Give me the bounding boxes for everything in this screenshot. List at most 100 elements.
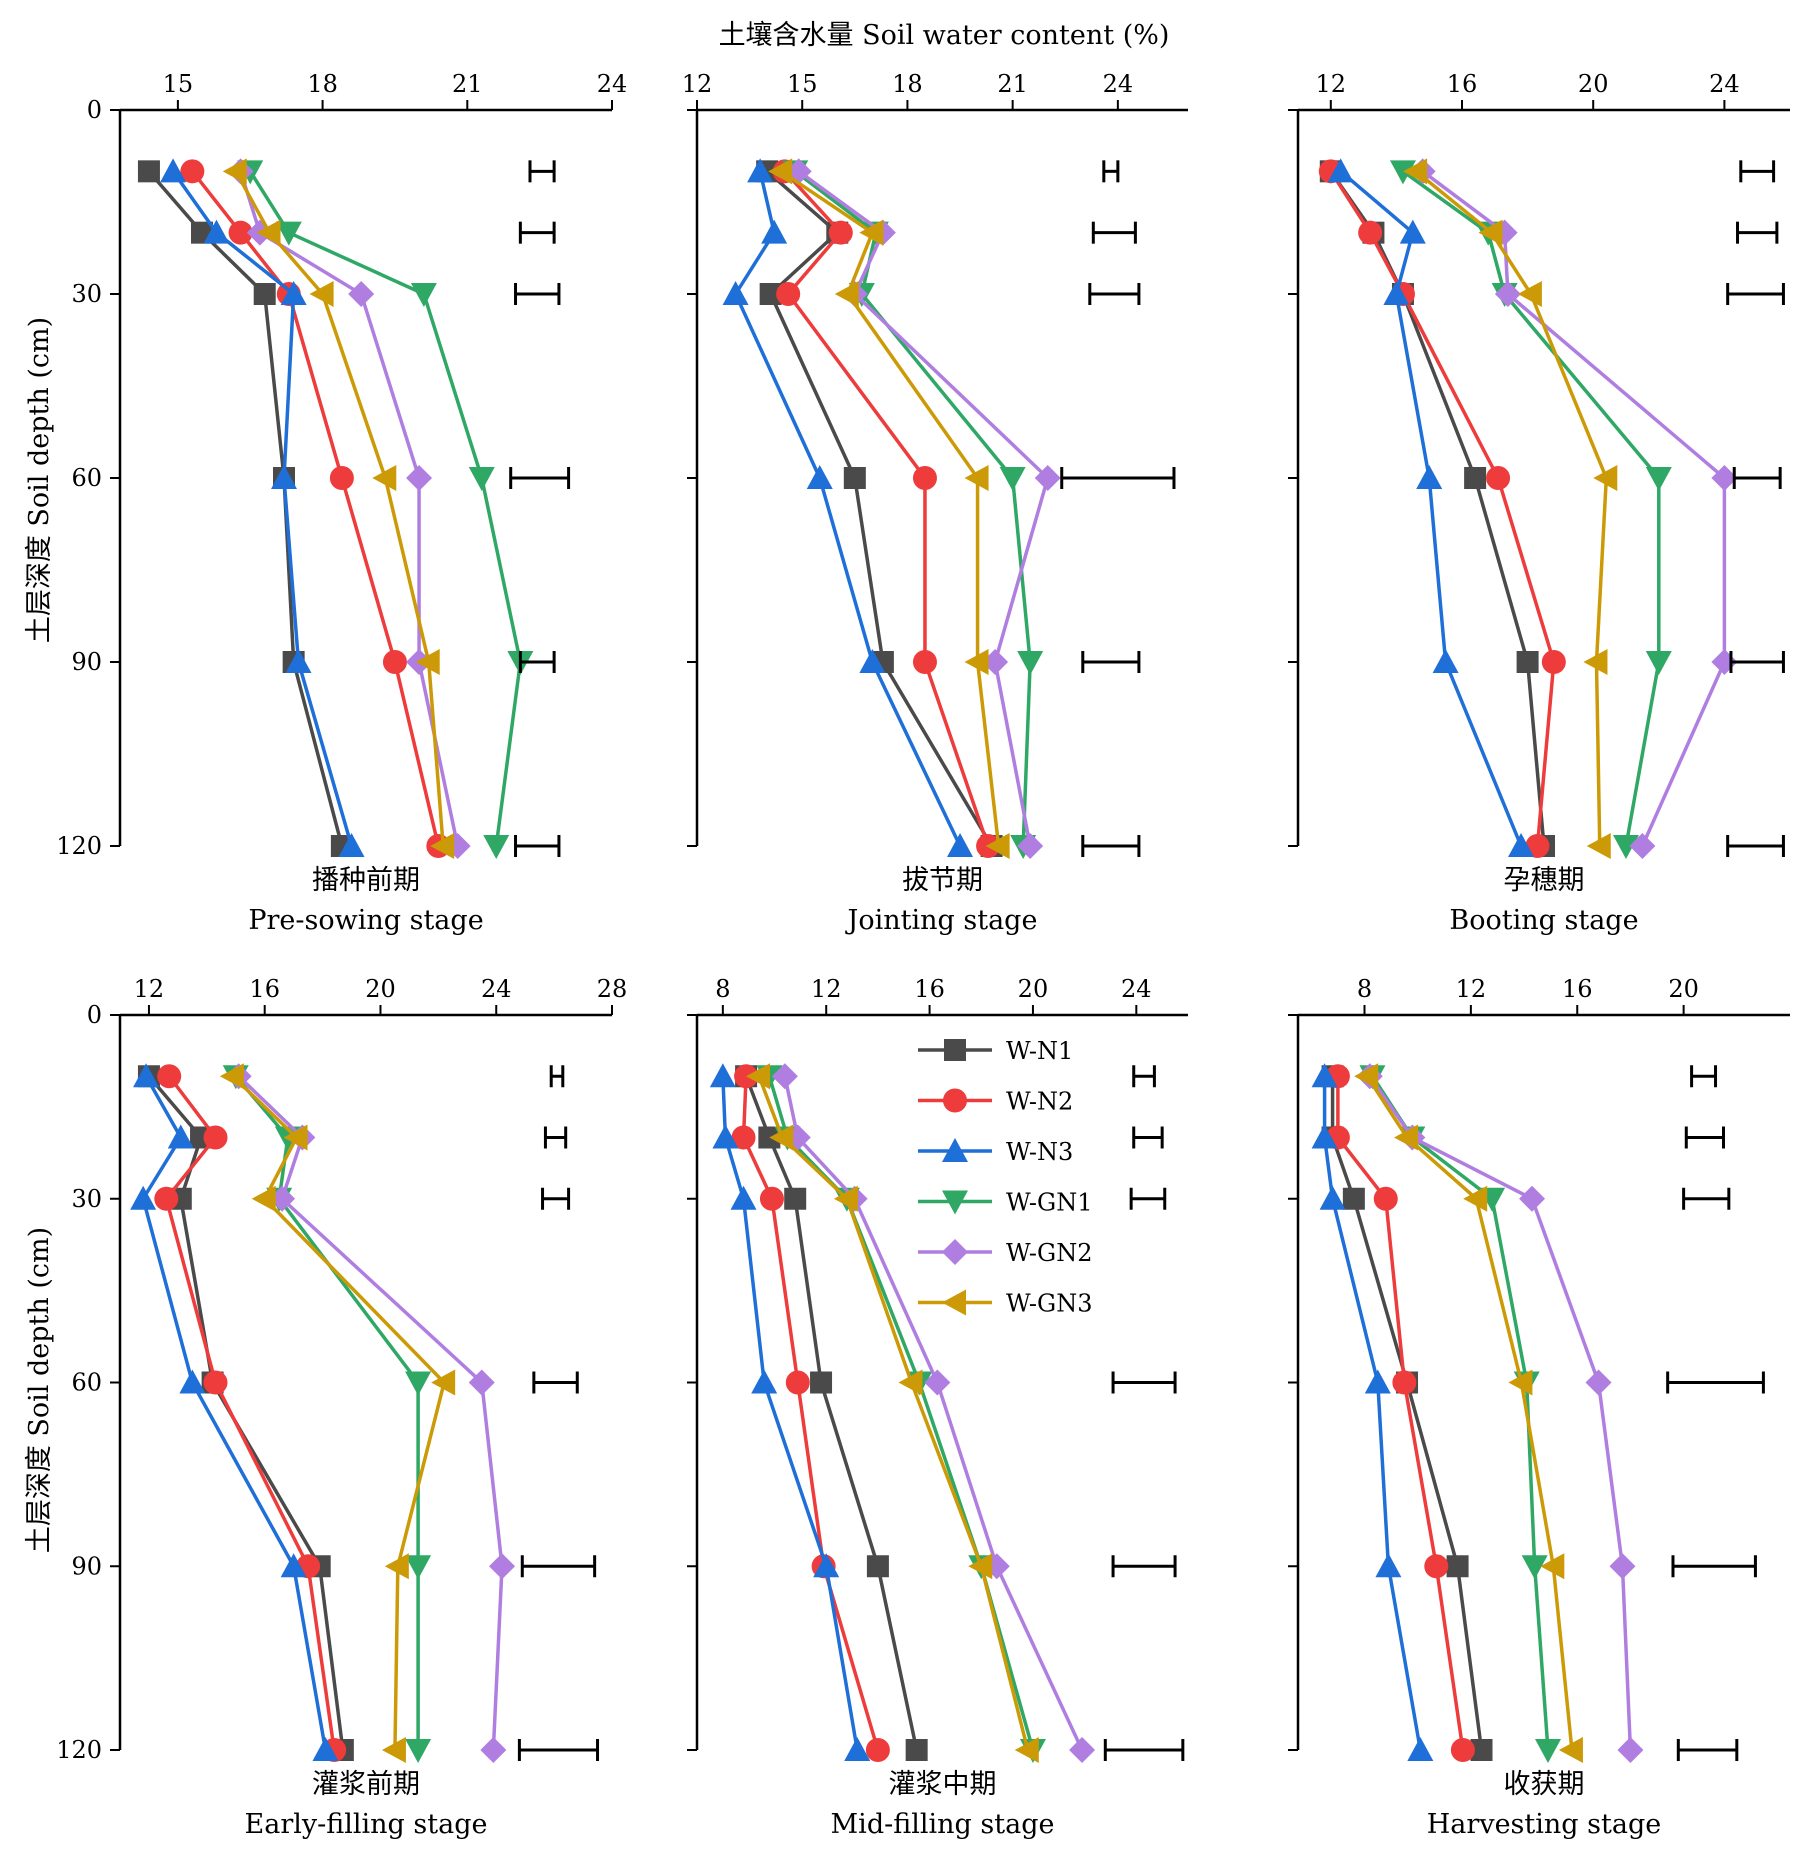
series-line-W-GN2	[238, 170, 460, 847]
data-point-W-N3	[312, 1737, 339, 1761]
data-point-W-N1	[866, 1555, 889, 1578]
y-tick-label: 60	[71, 464, 102, 492]
error-bar	[541, 1187, 571, 1210]
data-point-W-GN3	[964, 649, 989, 675]
data-point-W-N3	[1327, 158, 1354, 183]
data-point-W-GN2	[1585, 1369, 1612, 1396]
data-point-W-GN1	[1017, 651, 1044, 675]
data-point-W-GN1	[405, 1739, 432, 1763]
data-point-W-N3	[1399, 219, 1426, 244]
legend-marker-W-GN1	[942, 1190, 968, 1215]
panel-2: 12 15 18 21 24 拔节期 Jointing stage	[682, 70, 1188, 936]
data-point-W-N3	[179, 1369, 206, 1394]
data-point-W-GN3	[222, 158, 247, 185]
error-bar	[1132, 1126, 1164, 1149]
data-point-W-GN3	[1583, 649, 1608, 675]
series-line-W-N3	[171, 170, 354, 847]
data-point-W-GN1	[275, 221, 302, 246]
series-line-W-N3	[141, 1075, 328, 1751]
y-tick-label: 0	[87, 1001, 102, 1029]
data-point-W-GN3	[1403, 158, 1428, 185]
data-point-W-GN3	[372, 465, 397, 491]
x-tick-label: 12	[682, 70, 713, 98]
y-tick-label: 120	[56, 1736, 102, 1764]
data-point-W-GN3	[384, 1553, 409, 1580]
series-line-W-N2	[190, 170, 441, 847]
x-tick-label: 16	[249, 975, 280, 1003]
panel-title-en: Jointing stage	[845, 905, 1038, 936]
data-point-W-GN1	[1645, 467, 1672, 491]
data-point-W-GN1	[483, 835, 510, 859]
data-point-W-GN2	[1069, 1737, 1096, 1763]
panel-title-en: Harvesting stage	[1427, 1809, 1661, 1840]
data-point-W-N2	[731, 1125, 756, 1150]
data-point-W-GN3	[1586, 833, 1611, 859]
legend-marker-W-N3	[942, 1138, 968, 1162]
data-point-W-N2	[1373, 1186, 1398, 1211]
series-line-W-GN1	[1370, 1075, 1550, 1751]
y-tick-label: 90	[71, 1552, 102, 1580]
error-bar	[1690, 1065, 1718, 1088]
data-point-W-GN1	[405, 1371, 432, 1396]
data-point-W-GN2	[1609, 1553, 1636, 1580]
x-tick-label: 15	[163, 70, 194, 98]
x-tick-label: 12	[811, 975, 842, 1003]
data-point-W-N2	[865, 1738, 890, 1762]
series-line-W-N2	[783, 170, 990, 847]
error-bar	[509, 467, 571, 489]
data-point-W-GN2	[480, 1737, 507, 1763]
data-point-W-GN3	[768, 158, 793, 185]
legend-label: W-GN2	[1006, 1239, 1092, 1267]
data-point-W-GN1	[1534, 1739, 1561, 1763]
series-line-W-N1	[1330, 1076, 1484, 1751]
error-bar	[514, 283, 561, 305]
y-tick-label: 30	[71, 280, 102, 308]
data-point-W-N3	[730, 1185, 757, 1210]
data-point-W-N1	[1342, 1187, 1365, 1210]
legend-item-W-GN1: W-GN1	[918, 1189, 1092, 1217]
data-point-W-N1	[810, 1371, 833, 1394]
panel-title-en: Early-filling stage	[245, 1809, 488, 1840]
data-point-W-GN2	[1034, 465, 1061, 491]
data-point-W-GN3	[283, 1124, 308, 1151]
data-point-W-GN3	[859, 219, 884, 246]
data-point-W-N2	[157, 1064, 182, 1089]
x-tick-label: 12	[1316, 70, 1347, 98]
x-tick-label: 16	[914, 975, 945, 1003]
data-point-W-GN2	[1711, 465, 1738, 491]
panel-title-en: Mid-filling stage	[831, 1809, 1055, 1840]
error-bar	[549, 1065, 565, 1088]
data-point-W-GN2	[468, 1369, 495, 1396]
series-line-W-GN3	[1365, 1075, 1574, 1751]
x-tick-label: 20	[365, 975, 396, 1003]
x-tick-label: 16	[1562, 975, 1593, 1003]
x-tick-label: 12	[1456, 975, 1487, 1003]
data-point-W-N3	[1383, 281, 1410, 305]
data-point-W-N2	[154, 1186, 179, 1211]
data-point-W-GN3	[415, 649, 440, 675]
error-bar	[1081, 835, 1141, 857]
data-point-W-GN2	[982, 649, 1009, 675]
data-point-W-N2	[382, 650, 407, 674]
panel-1: 15 18 21 24 0 30 60 90 120 播种前期 Pre-sowing stage	[56, 70, 627, 936]
data-point-W-GN3	[381, 1737, 406, 1763]
data-point-W-GN3	[968, 1553, 993, 1580]
series-line-W-N2	[164, 1075, 336, 1751]
data-point-W-GN3	[1478, 219, 1503, 246]
error-bar	[1726, 835, 1785, 857]
data-point-W-N2	[1525, 834, 1550, 858]
data-point-W-N3	[1364, 1369, 1391, 1394]
data-point-W-GN1	[410, 283, 437, 307]
data-point-W-N3	[285, 649, 312, 673]
data-point-W-GN1	[405, 1555, 432, 1580]
data-point-W-N2	[759, 1186, 784, 1211]
panel-6: 8 12 16 20 收获期 Harvesting stage	[1288, 975, 1790, 1840]
y-tick-label: 60	[71, 1369, 102, 1397]
error-bar	[1682, 1187, 1731, 1210]
data-point-W-GN1	[1521, 1555, 1548, 1580]
series-line-W-GN1	[234, 1075, 420, 1750]
data-point-W-N2	[1424, 1554, 1449, 1579]
legend-label: W-N1	[1006, 1037, 1073, 1065]
data-point-W-N3	[160, 158, 187, 183]
